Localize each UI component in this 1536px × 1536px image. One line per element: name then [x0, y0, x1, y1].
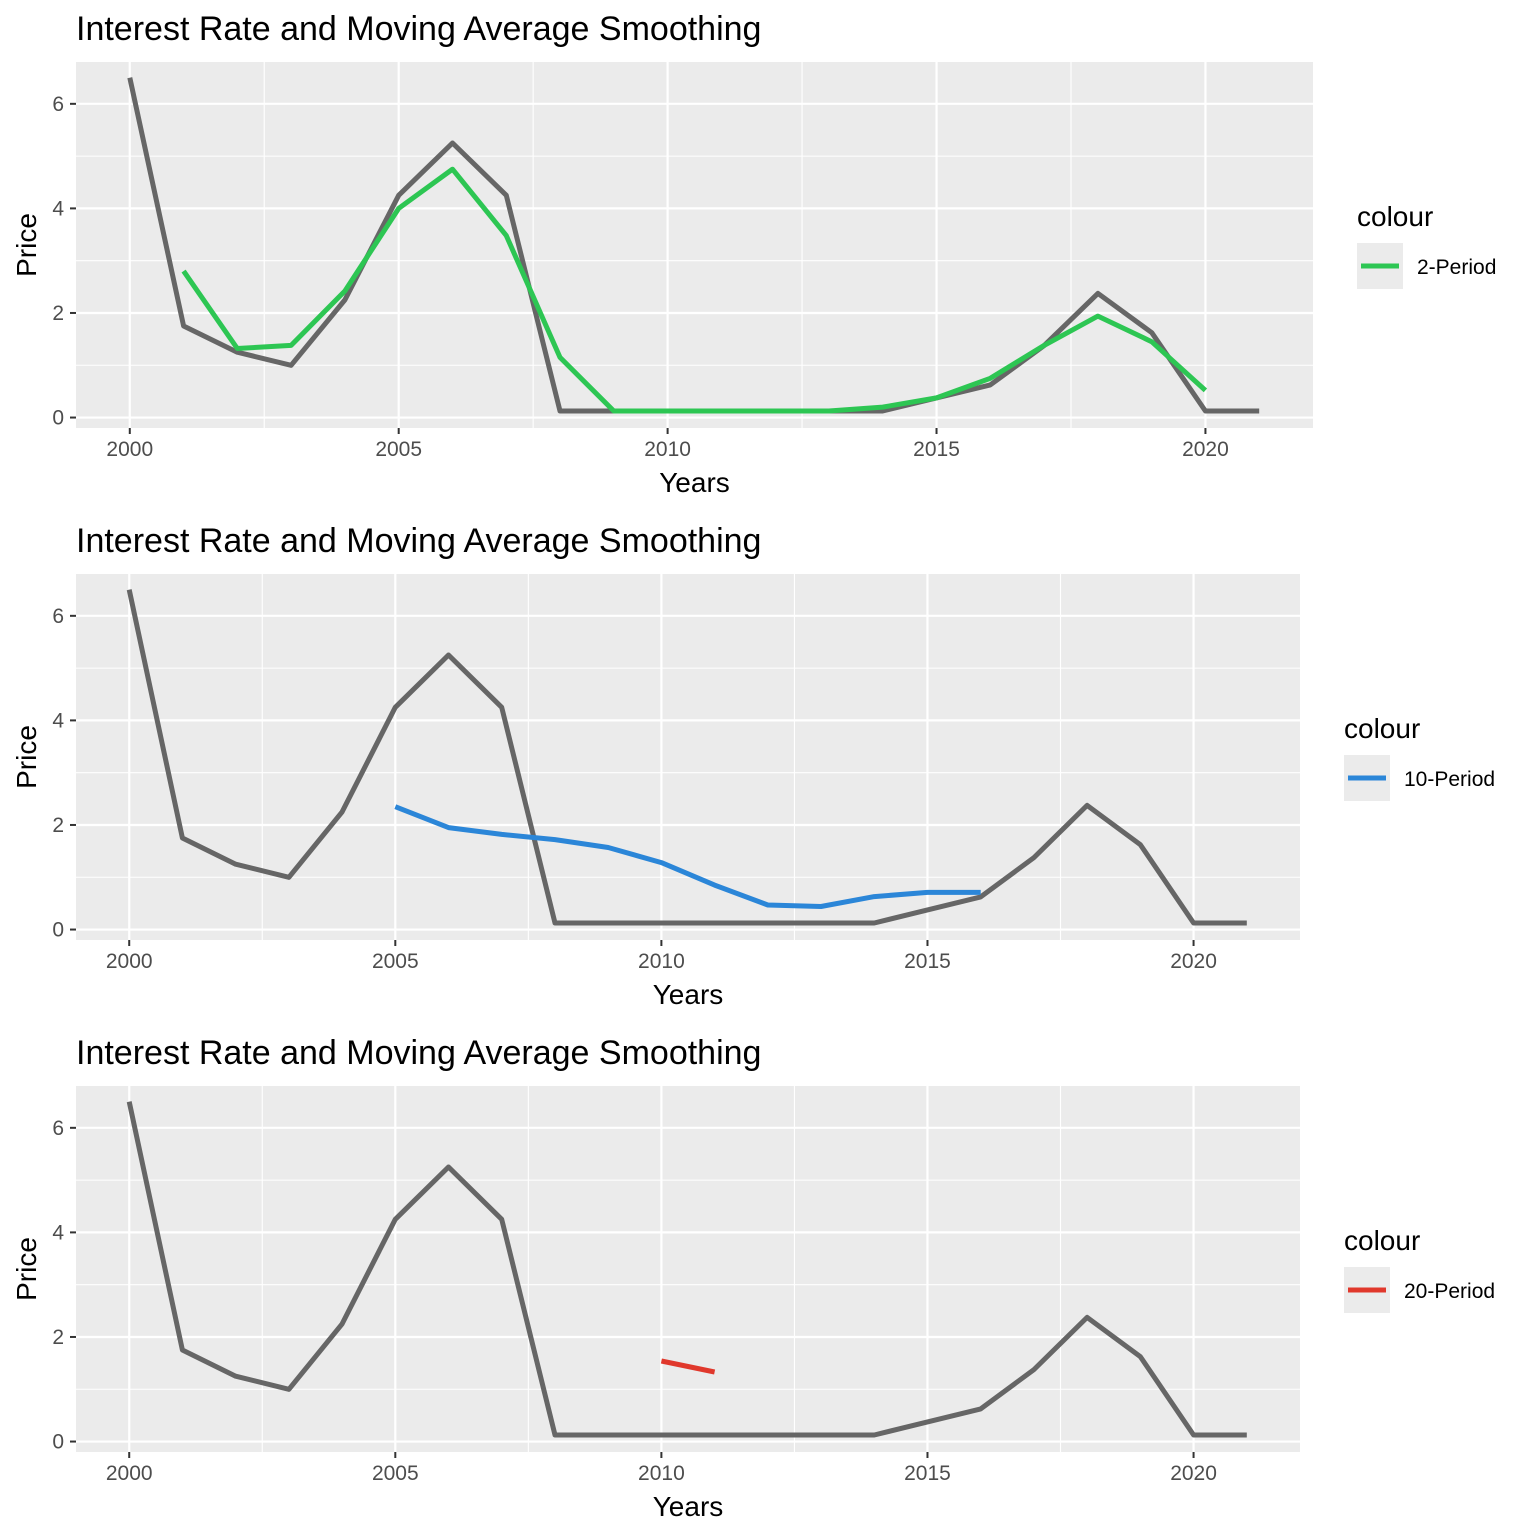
x-tick-label: 2010: [644, 438, 691, 461]
plot-background: [76, 62, 1313, 428]
x-tick-label: 2010: [638, 950, 685, 973]
interest-rate-line: [126, 1101, 1247, 1438]
chart-panel-2: 2000 2005 2010 2015 2020 0 2 4 6 Interest Rate an…: [11, 522, 1495, 1010]
legend-title: colour: [1344, 713, 1420, 744]
legend-title: colour: [1357, 201, 1433, 232]
plot-background: [76, 574, 1300, 940]
y-tick-label: 6: [52, 605, 64, 628]
x-tick-label: 2020: [1170, 1462, 1217, 1485]
y-axis-title: Price: [11, 725, 42, 789]
series-line-10-period: [394, 804, 981, 909]
y-tick-label: 0: [52, 407, 64, 430]
y-axis-title: Price: [11, 213, 42, 277]
y-tick-label: 6: [52, 93, 64, 116]
x-axis-title: Years: [659, 467, 730, 498]
x-tick-label: 2015: [913, 438, 960, 461]
legend-label: 20-Period: [1404, 1280, 1495, 1303]
y-tick-label: 6: [52, 1117, 64, 1140]
legend: colour 2-Period: [1357, 201, 1496, 289]
legend-title: colour: [1344, 1225, 1420, 1256]
x-tick-label: 2000: [106, 950, 153, 973]
x-tick-label: 2010: [638, 1462, 685, 1485]
series-line-2-period: [181, 166, 1208, 414]
y-tick-label: 4: [52, 709, 64, 732]
y-axis-title: Price: [11, 1237, 42, 1301]
chart-panel-1: 2000 2005 2010 2015 2020 0 2 4 6 Interest Rate an…: [11, 10, 1496, 498]
x-tick-label: 2020: [1182, 438, 1229, 461]
x-tick-label: 2005: [372, 950, 419, 973]
y-tick-label: 4: [52, 1221, 64, 1244]
legend-label: 2-Period: [1417, 256, 1496, 279]
x-axis-title: Years: [653, 1491, 724, 1522]
chart-panel-3: 2000 2005 2010 2015 2020 0 2 4 6 Interest Rate an…: [11, 1034, 1495, 1522]
legend-label: 10-Period: [1404, 768, 1495, 791]
x-tick-label: 2015: [904, 950, 951, 973]
y-tick-label: 4: [52, 197, 64, 220]
x-tick-label: 2015: [904, 1462, 951, 1485]
x-axis-title: Years: [653, 979, 724, 1010]
gridlines: [76, 574, 1300, 940]
x-tick-label: 2020: [1170, 950, 1217, 973]
y-tick-label: 2: [52, 814, 64, 837]
chart-title: Interest Rate and Moving Average Smoothi…: [76, 1034, 761, 1072]
x-tick-label: 2005: [375, 438, 422, 461]
y-tick-label: 2: [52, 1326, 64, 1349]
y-tick-label: 0: [52, 919, 64, 942]
gridlines: [76, 62, 1313, 428]
chart-title: Interest Rate and Moving Average Smoothi…: [76, 522, 761, 560]
legend: colour 20-Period: [1344, 1225, 1495, 1313]
gridlines: [76, 1086, 1300, 1452]
chart-title: Interest Rate and Moving Average Smoothi…: [76, 10, 761, 48]
x-tick-label: 2000: [106, 1462, 153, 1485]
x-tick-label: 2005: [372, 1462, 419, 1485]
y-tick-label: 2: [52, 302, 64, 325]
plot-background: [76, 1086, 1300, 1452]
legend: colour 10-Period: [1344, 713, 1495, 801]
y-tick-label: 0: [52, 1431, 64, 1454]
x-tick-label: 2000: [106, 438, 153, 461]
series-line-20-period: [660, 1358, 716, 1375]
interest-rate-line: [126, 589, 1247, 926]
